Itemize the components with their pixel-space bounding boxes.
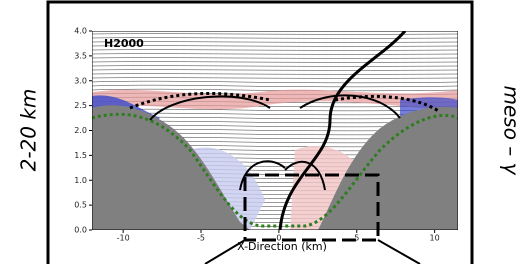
contour-line [92, 58, 458, 59]
contour-line [92, 42, 458, 43]
y-tick-label: 1.0 [74, 176, 87, 185]
contour-line [92, 78, 458, 79]
x-tick-label: 0 [276, 234, 281, 243]
figure: H2000 X-Direction (km) 2-20 km meso – γ … [0, 0, 524, 264]
contour-line [92, 50, 458, 51]
x-tick-label: -5 [197, 234, 205, 243]
annotation: meso – γ [500, 86, 524, 176]
contour-line [92, 54, 458, 55]
y-tick-label: 1.5 [74, 151, 87, 160]
y-tick-label: 2.0 [74, 126, 87, 135]
x-tick-label: 10 [430, 234, 440, 243]
page: {"chart_data": {"type": "contour", "titl… [0, 0, 524, 264]
y-tick-label: 2.5 [74, 101, 87, 110]
y-tick-label: 0.5 [74, 201, 87, 210]
contour-line [92, 66, 458, 67]
chart-title: H2000 [104, 37, 144, 50]
annotation: 2-20 km [17, 89, 41, 172]
x-tick-label: 5 [354, 234, 359, 243]
contour-line [92, 74, 458, 75]
y-tick-label: 4.0 [74, 27, 87, 36]
y-tick-label: 3.5 [74, 51, 87, 60]
y-tick-label: 3.0 [74, 76, 87, 85]
x-tick-label: -10 [117, 234, 130, 243]
contour-line [92, 70, 458, 71]
contour-line [92, 38, 458, 39]
contour-line [92, 62, 458, 63]
contour-line [92, 46, 458, 47]
plot-area [92, 31, 458, 230]
y-tick-label: 0.0 [74, 226, 87, 235]
x-axis-label: X-Direction (km) [237, 240, 327, 253]
